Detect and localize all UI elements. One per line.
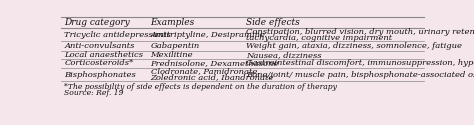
Text: Constipation, blurred vision, dry mouth, urinary retention,: Constipation, blurred vision, dry mouth,… [246,28,474,36]
Text: Tricyclic antidepressants: Tricyclic antidepressants [64,31,171,39]
Text: Local anaesthetics: Local anaesthetics [64,51,143,59]
Text: Drug category: Drug category [64,18,130,27]
Text: tachycardia, cognitive impairment: tachycardia, cognitive impairment [246,34,392,42]
Text: Side effects: Side effects [246,18,300,27]
Text: Amitriptyline, Desipramine: Amitriptyline, Desipramine [151,31,265,39]
Text: Bisphosphonates: Bisphosphonates [64,70,136,78]
Text: Examples: Examples [151,18,195,27]
Text: Source: Ref. 19: Source: Ref. 19 [64,89,124,97]
Text: Weight gain, ataxia, dizziness, somnolence, fatigue: Weight gain, ataxia, dizziness, somnolen… [246,42,462,50]
Text: Zoledronic acid, Ibandronate: Zoledronic acid, Ibandronate [151,74,274,82]
Text: Clodronate, Pamidronate,: Clodronate, Pamidronate, [151,68,259,76]
Text: Gastrointestinal discomfort, immunosuppression, hyperglycaemia: Gastrointestinal discomfort, immunosuppr… [246,59,474,67]
Text: Mexilitine: Mexilitine [151,51,193,59]
Text: Nausea, dizziness: Nausea, dizziness [246,51,321,59]
Text: Bone/joint/ muscle pain, bisphosphonate-associated osteonecrosis: Bone/joint/ muscle pain, bisphosphonate-… [246,70,474,78]
Text: Prednisolone, Dexamethasone: Prednisolone, Dexamethasone [151,59,279,67]
Text: *The possibility of side effects is dependent on the duration of therapy: *The possibility of side effects is depe… [64,83,337,91]
Text: Corticosteroids*: Corticosteroids* [64,59,134,67]
Text: Gabapentin: Gabapentin [151,42,200,50]
Text: Anti-convulsants: Anti-convulsants [64,42,135,50]
